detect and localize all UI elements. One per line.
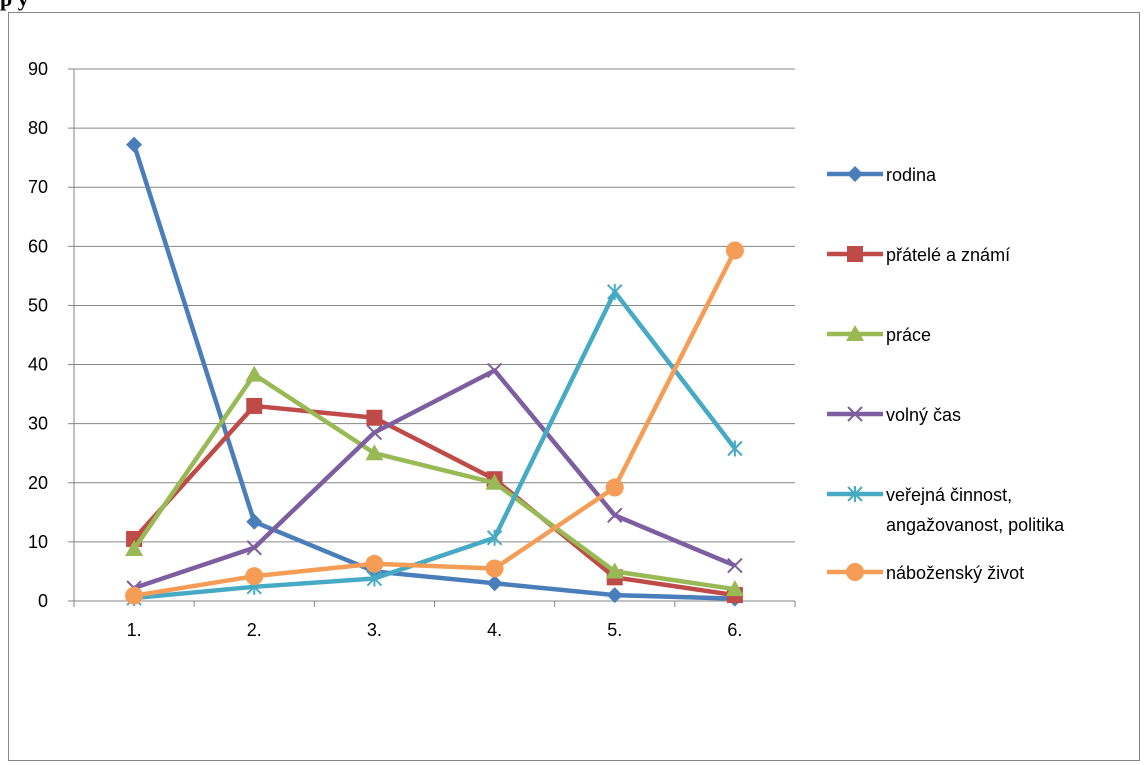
legend-item: přátelé a známí (827, 245, 1010, 265)
triangle-marker (846, 325, 864, 341)
legend-label: přátelé a známí (886, 245, 1010, 265)
x-marker (246, 540, 262, 556)
y-tick-label: 50 (28, 295, 48, 315)
series-line (131, 143, 735, 601)
star-marker (847, 486, 863, 502)
triangle-marker (725, 580, 744, 597)
x-tick-label: 4. (487, 620, 502, 640)
legend-item: veřejná činnost, angažovanost, politika (827, 485, 1065, 535)
diamond-marker (246, 513, 263, 530)
x-tick-label: 2. (247, 620, 262, 640)
gridlines (74, 68, 795, 543)
legend-item: rodina (827, 165, 937, 185)
circle-marker (245, 567, 264, 586)
y-tick-label: 40 (28, 355, 48, 375)
series-lines (125, 136, 744, 607)
x-tick-label: 1. (127, 620, 142, 640)
diamond-marker (847, 166, 863, 182)
x-tick-label: 5. (607, 620, 622, 640)
y-tick-label: 60 (28, 236, 48, 256)
square-marker (246, 397, 263, 414)
y-tick-label: 80 (28, 118, 48, 138)
series-0 (126, 136, 743, 607)
circle-marker (125, 586, 144, 605)
page-title: p y (0, 0, 29, 12)
x-marker (486, 362, 503, 379)
triangle-marker (365, 444, 384, 461)
y-tick-label: 70 (28, 177, 48, 197)
square-marker (366, 409, 383, 426)
x-marker (607, 507, 623, 523)
series-line (133, 289, 737, 601)
x-marker-stroke (366, 424, 383, 441)
legend-label: práce (886, 325, 931, 345)
series-line (133, 249, 737, 598)
y-tick-label: 20 (28, 473, 48, 493)
circle-marker (846, 563, 864, 581)
diamond-marker (126, 136, 143, 153)
y-tick-label: 30 (28, 414, 48, 434)
square-marker (847, 246, 863, 262)
diamond-marker (486, 575, 503, 592)
star-marker (607, 283, 623, 300)
x-marker-stroke (246, 540, 262, 556)
x-marker-stroke (727, 557, 743, 574)
x-tick-label: 6. (727, 620, 742, 640)
x-marker (847, 406, 863, 422)
legend-label: rodina (886, 165, 937, 185)
circle-marker (605, 478, 624, 497)
legend-label: náboženský život (886, 563, 1024, 583)
y-tick-label: 90 (28, 59, 48, 79)
legend-label: veřejná činnost, (886, 485, 1012, 505)
triangle-marker (125, 539, 144, 556)
x-tick-label: 3. (367, 620, 382, 640)
circle-marker (365, 554, 384, 573)
star-marker (486, 529, 503, 546)
x-marker-stroke (486, 362, 503, 379)
triangle-marker (245, 365, 264, 382)
series-line (132, 372, 736, 592)
axes: 0 10 20 30 40 50 60 70 80 90 1. 2. 3. 4. 5. 6. (28, 59, 796, 640)
chart-frame (8, 12, 1140, 761)
series-2 (125, 365, 744, 597)
star-marker (366, 570, 383, 587)
y-tick-label: 0 (38, 591, 48, 611)
legend-item: náboženský život (827, 563, 1024, 583)
x-marker-stroke (847, 406, 863, 422)
legend-item: volný čas (827, 405, 961, 425)
legend-label: angažovanost, politika (886, 515, 1065, 535)
series-3 (126, 362, 743, 596)
legend-label: volný čas (886, 405, 961, 425)
legend-item: práce (827, 325, 931, 345)
diamond-marker (606, 587, 623, 604)
x-marker (727, 557, 743, 574)
circle-marker (485, 559, 504, 578)
triangle-marker (485, 473, 504, 490)
x-marker (366, 424, 383, 441)
series-line (133, 368, 736, 591)
series-5 (125, 241, 744, 605)
y-tick-label: 10 (28, 532, 48, 552)
triangle-marker (605, 562, 624, 579)
star-marker (727, 440, 743, 457)
legend: rodina přátelé a známí práce volný čas veřej… (827, 165, 1065, 583)
series-line (132, 403, 736, 598)
circle-marker (725, 241, 744, 260)
x-marker-stroke (607, 507, 623, 523)
